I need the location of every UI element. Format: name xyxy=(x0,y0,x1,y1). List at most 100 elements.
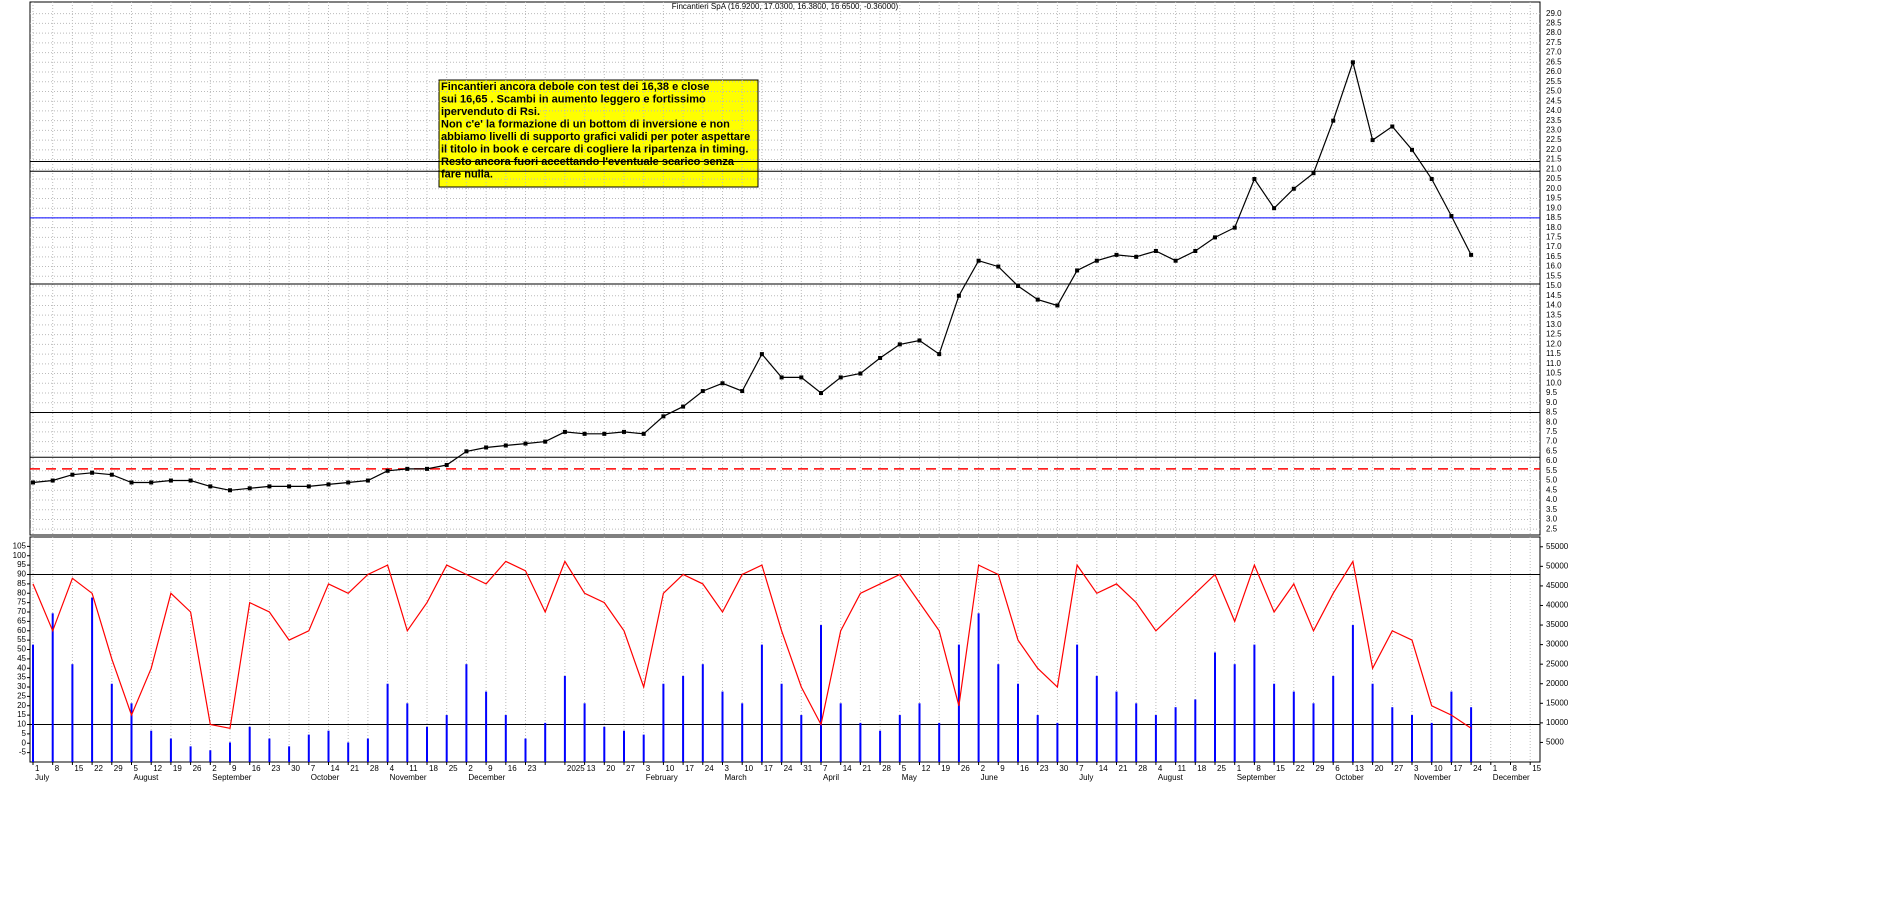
x-tick-label: 14 xyxy=(331,764,340,773)
price-mark xyxy=(582,431,587,436)
x-tick-label: 22 xyxy=(94,764,103,773)
x-tick-label: 16 xyxy=(1020,764,1029,773)
x-tick-label: 4 xyxy=(1158,764,1163,773)
price-mark xyxy=(1252,177,1257,182)
volume-bar xyxy=(1351,625,1354,762)
x-tick-label: 8 xyxy=(55,764,60,773)
x-tick-label: 18 xyxy=(429,764,438,773)
y-tick-label: 9.0 xyxy=(1546,398,1558,407)
y-tick-label: 16.5 xyxy=(1546,252,1562,261)
volume-bar xyxy=(780,683,783,762)
price-mark xyxy=(661,414,666,419)
price-mark xyxy=(287,484,292,489)
y-tick-label: 22.0 xyxy=(1546,145,1562,154)
rsi-tick-label: 30 xyxy=(17,682,26,691)
x-tick-label: 18 xyxy=(1197,764,1206,773)
y-tick-label: 2.5 xyxy=(1546,524,1558,533)
month-label: December xyxy=(468,773,505,782)
y-tick-label: 26.5 xyxy=(1546,57,1562,66)
volume-bar xyxy=(563,675,566,762)
price-mark xyxy=(897,342,902,347)
price-mark xyxy=(1469,252,1474,257)
price-mark xyxy=(1114,252,1119,257)
rsi-tick-label: 40 xyxy=(17,663,26,672)
price-mark xyxy=(425,466,429,471)
volume-bar xyxy=(997,664,1000,762)
y-tick-label: 12.5 xyxy=(1546,330,1562,339)
y-tick-label: 21.0 xyxy=(1546,164,1562,173)
price-mark xyxy=(50,478,55,483)
volume-bar xyxy=(1154,715,1157,762)
x-tick-label: 3 xyxy=(725,764,730,773)
rsi-line xyxy=(32,559,1472,730)
price-mark xyxy=(385,468,390,473)
x-tick-label: 30 xyxy=(291,764,300,773)
y-tick-label: 23.5 xyxy=(1546,116,1562,125)
volume-bar xyxy=(1253,644,1256,762)
volume-bar xyxy=(1470,707,1473,762)
price-mark xyxy=(819,390,823,395)
y-tick-label: 3.0 xyxy=(1546,515,1558,524)
month-label: July xyxy=(1079,773,1093,782)
y2-tick-label: 45000 xyxy=(1546,581,1569,590)
y-tick-label: 9.5 xyxy=(1546,388,1558,397)
y-tick-label: 20.5 xyxy=(1546,174,1562,183)
y-tick-label: 23.0 xyxy=(1546,125,1562,134)
y-tick-label: 5.0 xyxy=(1546,476,1558,485)
price-mark xyxy=(622,429,626,434)
volume-bar xyxy=(1430,722,1433,762)
y-tick-label: 15.0 xyxy=(1546,281,1562,290)
y-tick-label: 24.5 xyxy=(1546,96,1562,105)
x-tick-label: 5 xyxy=(902,764,907,773)
month-label: November xyxy=(390,773,427,782)
price-mark xyxy=(1449,213,1454,218)
month-label: March xyxy=(725,773,747,782)
price-mark xyxy=(956,293,961,298)
rsi-tick-label: 65 xyxy=(17,616,26,625)
x-tick-label: 9 xyxy=(488,764,493,773)
y-tick-label: 20.0 xyxy=(1546,184,1562,193)
price-mark xyxy=(1350,60,1355,65)
rsi-tick-label: 0 xyxy=(22,738,27,747)
y-tick-label: 6.0 xyxy=(1546,456,1558,465)
y-tick-label: 11.5 xyxy=(1546,349,1562,358)
volume-bar xyxy=(1115,691,1118,762)
x-tick-label: 10 xyxy=(1434,764,1443,773)
x-tick-label: 29 xyxy=(114,764,123,773)
volume-bar xyxy=(1194,699,1197,762)
x-tick-label: 2 xyxy=(212,764,217,773)
y-tick-label: 26.0 xyxy=(1546,67,1562,76)
volume-bar xyxy=(642,734,645,762)
volume-bar xyxy=(386,683,389,762)
x-tick-label: 30 xyxy=(1059,764,1068,773)
price-mark xyxy=(1035,297,1040,302)
price-mark xyxy=(70,472,75,477)
volume-bar xyxy=(71,664,74,762)
price-mark xyxy=(405,466,410,471)
month-label: September xyxy=(1237,773,1276,782)
volume-bar xyxy=(977,613,980,762)
price-mark xyxy=(1410,147,1414,152)
y-tick-label: 29.0 xyxy=(1546,9,1562,18)
x-tick-label: 24 xyxy=(784,764,793,773)
rsi-tick-label: 90 xyxy=(17,570,26,579)
x-tick-label: 9 xyxy=(1000,764,1005,773)
x-tick-label: 14 xyxy=(843,764,852,773)
x-tick-label: 20 xyxy=(1375,764,1384,773)
price-mark xyxy=(562,429,567,434)
x-tick-label: 11 xyxy=(409,764,418,773)
price-mark xyxy=(681,404,686,409)
y-tick-label: 25.5 xyxy=(1546,77,1562,86)
price-pane xyxy=(29,1,1541,536)
volume-bar xyxy=(741,703,744,762)
rsi-tick-label: 80 xyxy=(17,588,26,597)
price-mark xyxy=(109,472,114,477)
volume-bar xyxy=(504,715,507,762)
x-tick-label: 7 xyxy=(1079,764,1084,773)
x-tick-label: 10 xyxy=(665,764,674,773)
y-tick-label: 18.0 xyxy=(1546,223,1562,232)
x-tick-label: 26 xyxy=(193,764,202,773)
month-label: June xyxy=(981,773,999,782)
volume-bar xyxy=(682,675,685,762)
